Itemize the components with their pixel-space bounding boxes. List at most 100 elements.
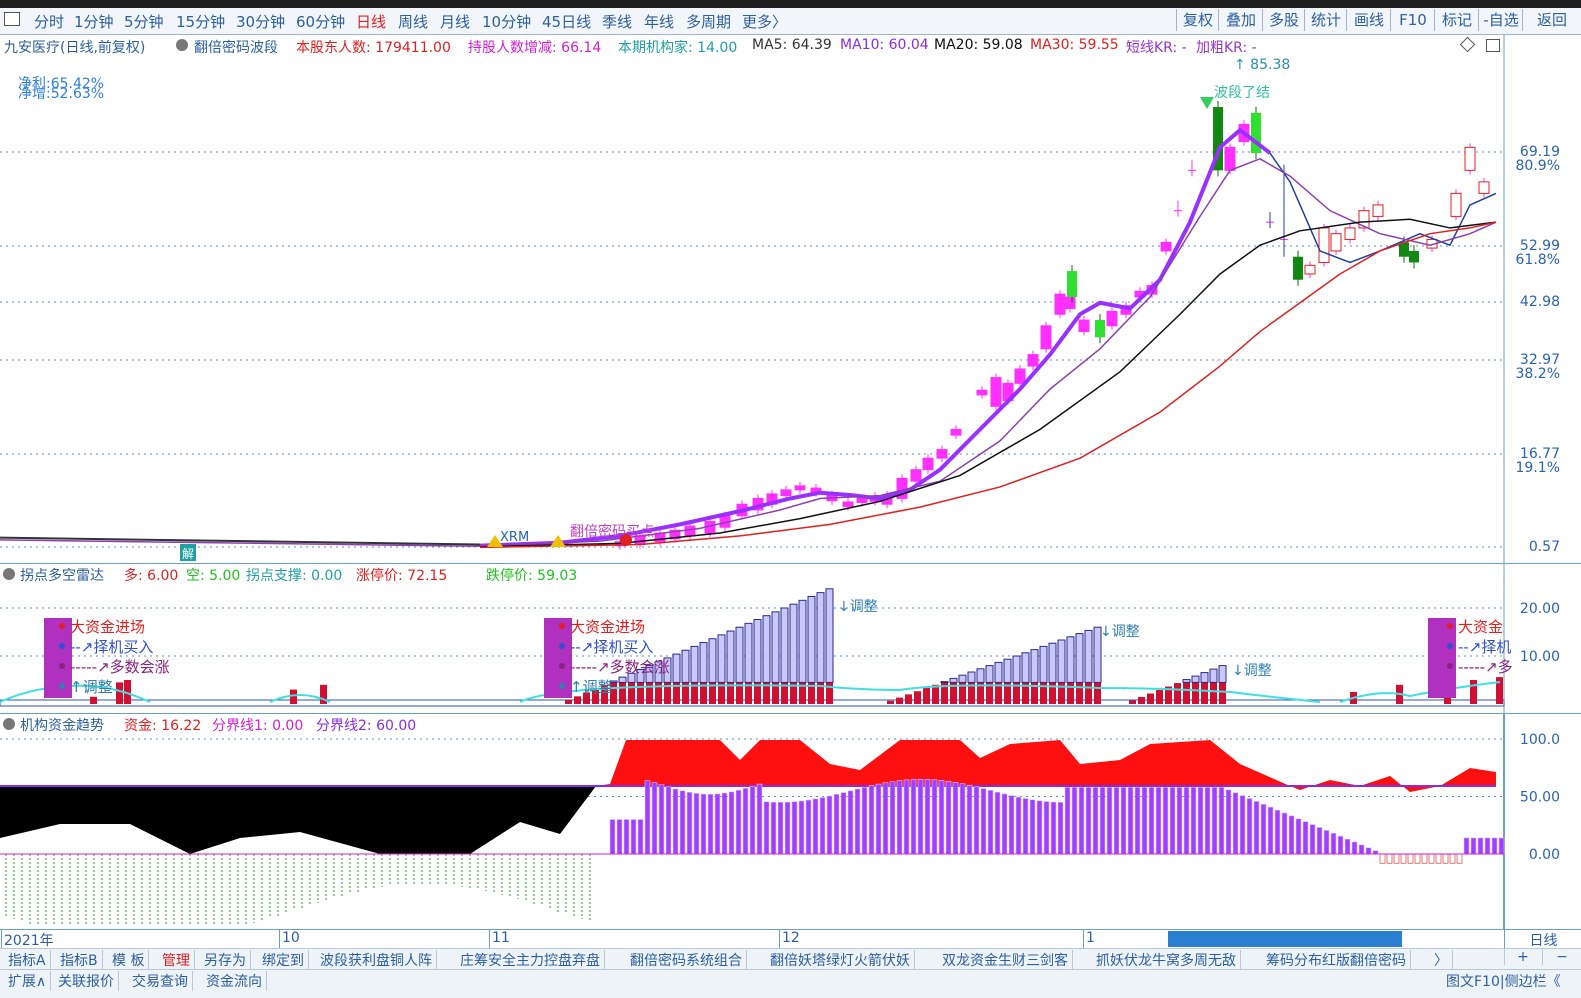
fund-pos-bar (1036, 800, 1043, 855)
fund-pos-bar (1155, 787, 1162, 855)
time-label-4: 1 (1086, 930, 1095, 946)
time-axis: 2021年 10 11 12 1 日线 (0, 929, 1581, 949)
indicator-tab-5[interactable]: 绑定到 (258, 950, 309, 970)
fund-pos-bar (1211, 787, 1218, 855)
period-toolbar: 分时 1分钟 5分钟 15分钟 30分钟 60分钟 日线 周线 月线 10分钟 45日线 季线 年线 多周… (0, 8, 1581, 35)
panel-toggle-icon[interactable] (4, 12, 20, 26)
collapse-icon[interactable] (3, 718, 15, 730)
period-1[interactable]: 1分钟 (74, 13, 114, 31)
period-9[interactable]: 10分钟 (482, 13, 532, 31)
toolbar-button-4[interactable]: 画线 (1346, 9, 1391, 31)
ramp2-bar-red (887, 700, 894, 704)
ramp3-bar-blue (1200, 672, 1209, 683)
toolbar-button-2[interactable]: 多股 (1262, 9, 1305, 31)
ramp3-bar-red (1165, 686, 1172, 704)
ramp2-bar-red (1085, 682, 1092, 704)
period-2[interactable]: 5分钟 (124, 13, 164, 31)
indicator-tab-6[interactable]: 波段获利盘铜人阵 (316, 950, 437, 970)
bottom-tab-2[interactable]: 交易查询 (128, 971, 193, 991)
indicator-tab-3[interactable]: 管理 (158, 950, 195, 970)
toolbar-button-5[interactable]: F10 (1390, 9, 1435, 31)
ramp2-bar-red (1031, 682, 1038, 704)
toolbar-button-6[interactable]: 标记 (1434, 9, 1479, 31)
fund-pos-bar (1414, 853, 1421, 864)
time-tick (779, 930, 780, 948)
candlestick-chart[interactable]: 69.19 52.99 42.98 32.97 16.77 0.57 80.9% 61.8% 3… (0, 35, 1581, 563)
time-tick (489, 930, 490, 948)
toolbar-button-3[interactable]: 统计 (1304, 9, 1347, 31)
indicator-tab-1[interactable]: 指标B (56, 950, 103, 970)
net-growth-label: 净增:52.63% (18, 86, 105, 102)
indicator-tab-9[interactable]: 翻倍妖塔绿灯火箭伏妖 (766, 950, 915, 970)
indicator-tab-2[interactable]: 模 板 (108, 950, 150, 970)
fund-value-0: 资金: 16.22 (124, 718, 202, 734)
ramp3-bar-red (1147, 693, 1154, 704)
ramp2-bar-red (1058, 682, 1065, 704)
fund-pos-bar (1176, 787, 1183, 855)
legend-dot (559, 623, 565, 629)
indicator-tab-11[interactable]: 抓妖伏龙牛窝多周无敌 (1092, 950, 1241, 970)
ramp2-bar-red (923, 688, 930, 704)
ramp2-bar-blue (1012, 655, 1021, 683)
timeline-scrollbar-thumb[interactable] (1168, 931, 1402, 947)
f10-sidebar-link[interactable]: 图文F10|侧边栏《 (1446, 974, 1561, 990)
bottom-tab-3[interactable]: 资金流向 (202, 971, 267, 991)
period-13[interactable]: 多周期 (686, 13, 732, 31)
candle-up (910, 469, 922, 482)
fund-pos-bar (658, 784, 665, 855)
net-profit-label: 净利:65.42% (18, 76, 105, 92)
fund-pos-bar (1001, 793, 1008, 855)
radar-bar (124, 680, 131, 704)
period-14[interactable]: 更多〉 (742, 13, 788, 31)
fund-pos-bar (1274, 809, 1281, 855)
period-12[interactable]: 年线 (644, 13, 675, 31)
indicator-tab-0[interactable]: 指标A (4, 950, 51, 970)
capital-entry-bar (1428, 618, 1456, 698)
fund-level-1: 50.00 (1520, 790, 1560, 806)
fund-pos-bar (861, 786, 868, 855)
candle-up (669, 529, 681, 540)
toolbar-button-0[interactable]: 复权 (1176, 9, 1219, 31)
period-4[interactable]: 30分钟 (236, 13, 286, 31)
fund-trend-chart[interactable]: 100.0 50.00 0.00 (0, 714, 1581, 930)
indicator-tab-13[interactable]: 〉 (1430, 950, 1453, 970)
period-3[interactable]: 15分钟 (176, 13, 226, 31)
indicator-tab-8[interactable]: 翻倍密码系统组合 (626, 950, 747, 970)
fund-pos-bar (1470, 837, 1477, 855)
period-0[interactable]: 分时 (34, 13, 65, 31)
fund-pos-bar (679, 790, 686, 855)
time-label-0: 2021年 (4, 933, 54, 949)
indicator-tab-12[interactable]: 筹码分布红版翻倍密码 (1262, 950, 1411, 970)
period-5[interactable]: 60分钟 (296, 13, 346, 31)
indicator-tab-10[interactable]: 双龙资金生财三剑客 (938, 950, 1073, 970)
toolbar-button-1[interactable]: 叠加 (1218, 9, 1263, 31)
bottom-tab-0[interactable]: 扩展∧ (4, 971, 52, 991)
indicator-tab-4[interactable]: 另存为 (200, 950, 251, 970)
period-8[interactable]: 月线 (440, 13, 471, 31)
add-tab-button[interactable]: + (1504, 949, 1541, 965)
fund-level-0: 100.0 (1520, 732, 1560, 748)
radar-legend-0: 大资金进场 (70, 618, 145, 636)
bottom-tab-1[interactable]: 关联报价 (54, 971, 119, 991)
radar-chart[interactable]: 20.00 10.00 大资金进场 --↗择机买入 -----↗多数会涨 ↑调整 大资金进场… (0, 564, 1581, 714)
ramp2-bar-blue (940, 681, 949, 683)
candle-down (1409, 250, 1419, 263)
period-10[interactable]: 45日线 (542, 13, 592, 31)
period-7[interactable]: 周线 (398, 13, 429, 31)
fund-pos-bar (847, 790, 854, 855)
ramp2-bar-red (896, 697, 903, 704)
remove-tab-button[interactable]: − (1542, 949, 1581, 965)
peak-note: 波段了结 (1214, 85, 1270, 101)
period-11[interactable]: 季线 (602, 13, 633, 31)
main-value-0: 本股东人数: 179411.00 (296, 40, 451, 56)
indicator-tab-7[interactable]: 庄筹安全主力控盘弃盘 (456, 950, 605, 970)
fund-pos-bar (1050, 801, 1057, 855)
collapse-icon[interactable] (176, 39, 188, 51)
toolbar-button-7[interactable]: -自选 (1478, 9, 1523, 31)
window-icon[interactable] (1486, 39, 1500, 52)
period-6[interactable]: 日线 (356, 13, 387, 31)
time-tick (1083, 930, 1084, 948)
ramp3-bar-red (1138, 697, 1145, 704)
collapse-icon[interactable] (3, 568, 15, 580)
toolbar-button-8[interactable]: 返回 (1522, 9, 1581, 31)
